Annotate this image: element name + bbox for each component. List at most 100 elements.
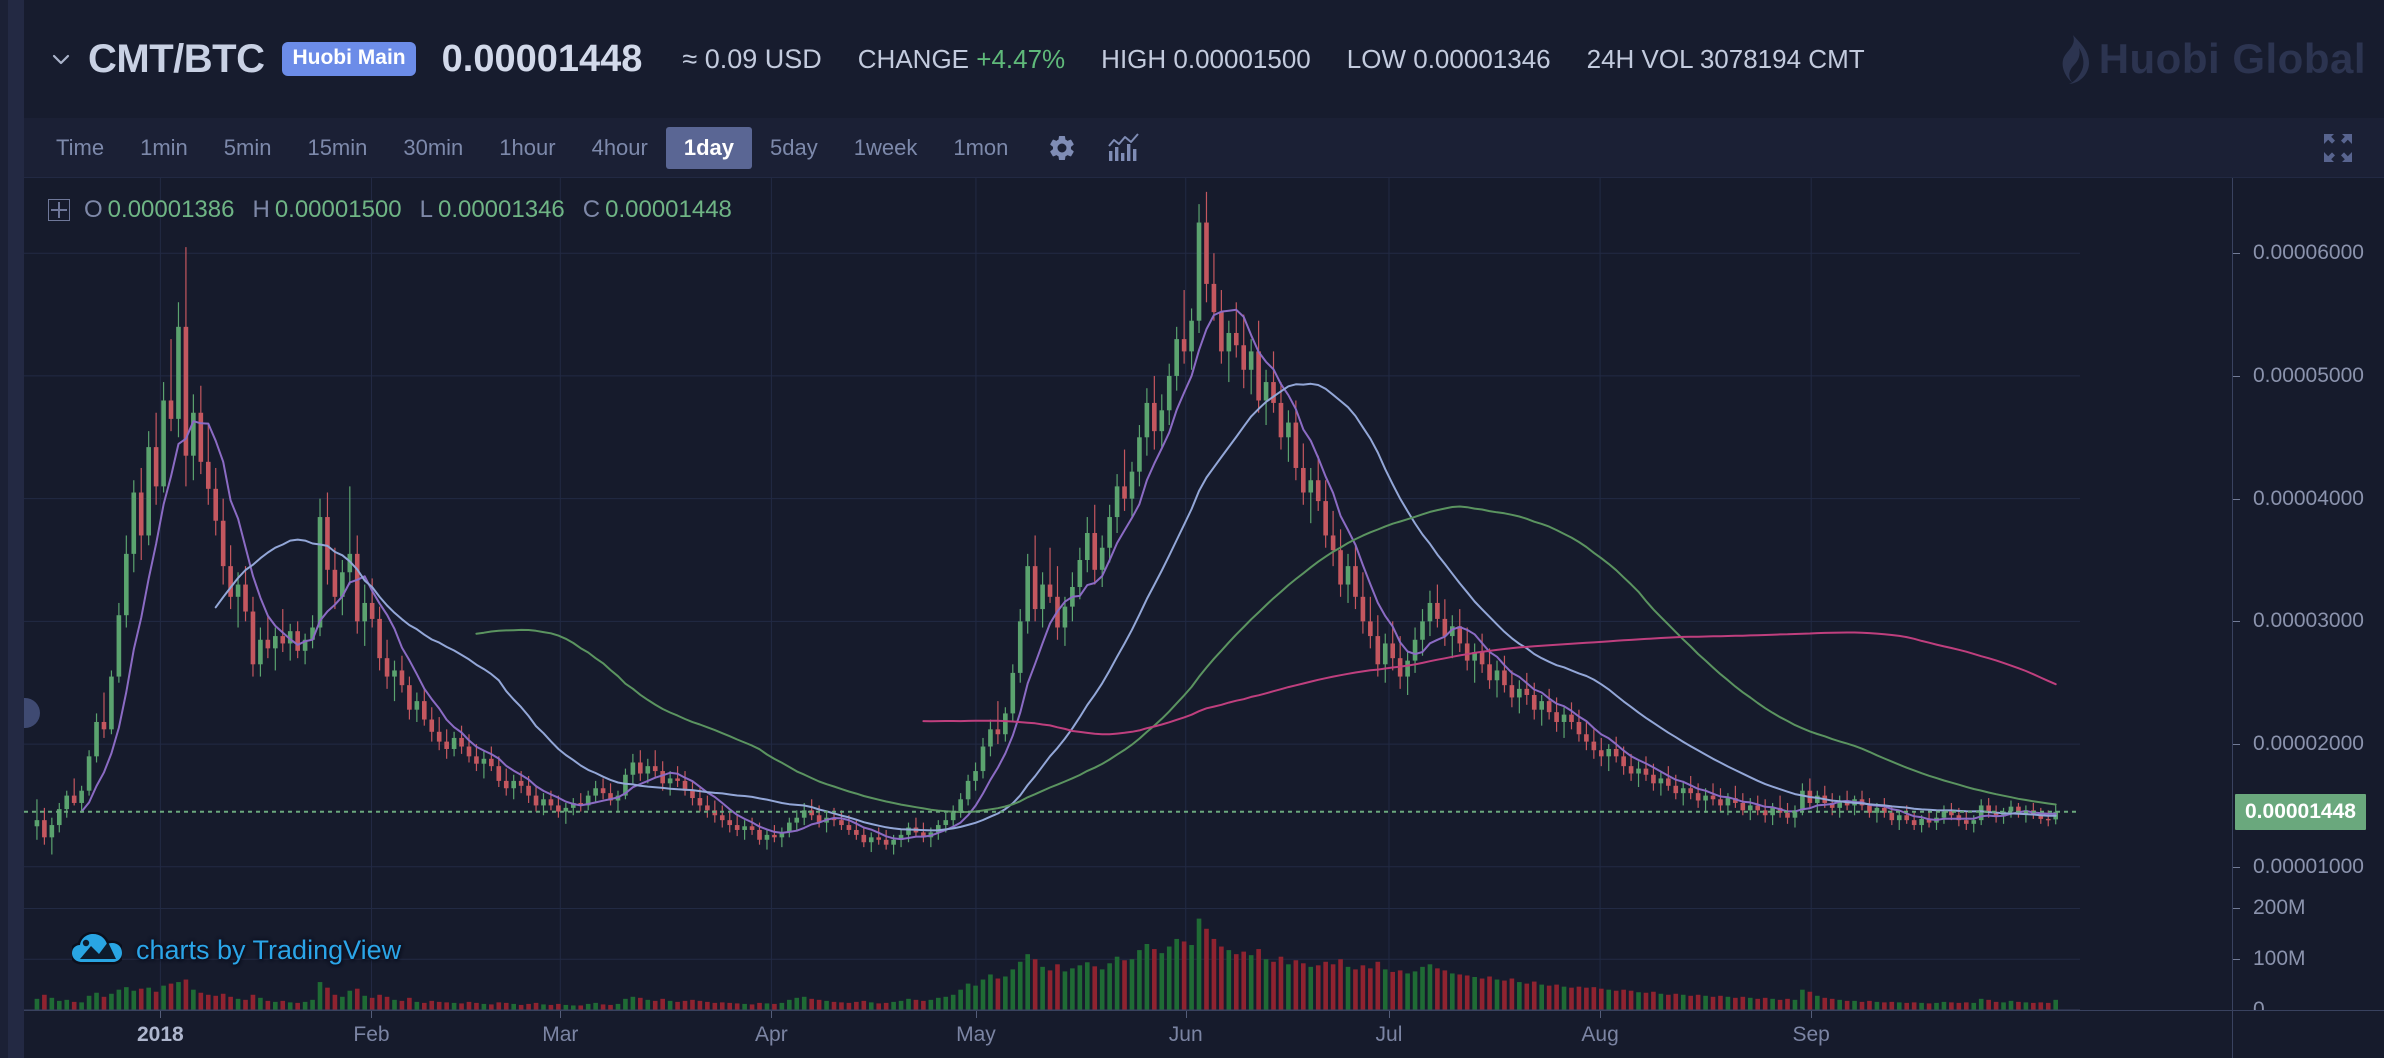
- legend-high: H 0.00001500: [252, 196, 401, 224]
- time-axis-label: Mar: [542, 1023, 579, 1046]
- time-axis-label: Jul: [1375, 1023, 1403, 1046]
- price-axis-label: 0.00005000: [2253, 363, 2364, 387]
- left-rail: [0, 0, 24, 1058]
- timeframe-1day[interactable]: 1day: [665, 126, 753, 169]
- ma-line-0: [80, 308, 2057, 841]
- time-axis-tick: [1388, 1011, 1390, 1018]
- price-axis-label: 0.00003000: [2253, 609, 2364, 633]
- time-axis-label: Sep: [1792, 1023, 1830, 1046]
- legend-close-key: C: [582, 196, 601, 223]
- stat-low: LOW 0.00001346: [1347, 44, 1551, 75]
- legend-high-key: H: [252, 196, 270, 223]
- price-axis-label: 0.00001000: [2253, 854, 2364, 878]
- time-axis-tick: [371, 1011, 373, 1018]
- time-axis-label: Jun: [1168, 1023, 1203, 1046]
- volume-axis-tick: [2233, 908, 2240, 910]
- candlesticks: [34, 191, 2059, 855]
- price-axis-label: 0.00002000: [2253, 732, 2364, 756]
- market-header: CMT/BTC Huobi Main 0.00001448 ≈ 0.09 USD…: [24, 0, 2384, 118]
- timeframe-4hour[interactable]: 4hour: [591, 134, 648, 160]
- legend-low-key: L: [419, 196, 433, 223]
- time-axis-tick: [560, 1011, 562, 1018]
- axis-corner: [2232, 1010, 2384, 1058]
- plot-svg: [24, 178, 2080, 1011]
- timeframe-5day[interactable]: 5day: [770, 134, 818, 160]
- legend-high-value: 0.00001500: [274, 196, 402, 223]
- indicators-chart-icon[interactable]: [1098, 126, 1150, 170]
- stat-high: HIGH 0.00001500: [1101, 44, 1311, 75]
- current-price-tag: 0.00001448: [2235, 793, 2366, 830]
- timeframe-1week[interactable]: 1week: [853, 134, 918, 160]
- time-axis-tick: [1811, 1011, 1813, 1018]
- legend-close-value: 0.00001448: [605, 196, 732, 223]
- huobi-global-watermark: Huobi Global: [2051, 33, 2366, 85]
- last-price: 0.00001448: [441, 37, 643, 80]
- price-axis-label: 0.00006000: [2253, 241, 2364, 265]
- chart-area[interactable]: O 0.00001386 H 0.00001500 L 0.00001346 C 0.0…: [24, 178, 2384, 1058]
- scroll-left-button[interactable]: [24, 698, 40, 728]
- price-axis-tick: [2233, 866, 2240, 868]
- usd-approx-value: ≈ 0.09 USD: [682, 43, 822, 74]
- ma-line-1: [214, 382, 2057, 832]
- tradingview-branding[interactable]: charts by TradingView: [72, 932, 401, 968]
- stat-volume: 24H VOL 3078194 CMT: [1587, 44, 1865, 75]
- tradingview-logo-icon: [72, 932, 122, 968]
- price-axis-tick: [2233, 498, 2240, 500]
- timeframe-1hour[interactable]: 1hour: [499, 134, 556, 160]
- ma-line-2: [475, 505, 2057, 813]
- timeframe-15min[interactable]: 15min: [307, 134, 368, 160]
- ohlc-legend: O 0.00001386 H 0.00001500 L 0.00001346 C 0.0…: [48, 196, 750, 224]
- legend-open-key: O: [84, 196, 103, 223]
- volume-axis-tick: [2233, 959, 2240, 961]
- timeframe-1min[interactable]: 1min: [140, 134, 188, 160]
- gear-icon[interactable]: [1036, 126, 1088, 170]
- stat-low-value: 0.00001346: [1413, 43, 1551, 74]
- time-axis-tick: [771, 1011, 773, 1018]
- timeframe-toolbar: Time 1min 5min 15min 30min 1hour 4hour 1…: [24, 118, 2384, 178]
- stat-change-value: +4.47%: [976, 43, 1066, 74]
- moving-average-lines: [80, 308, 2057, 841]
- fullscreen-expand-icon[interactable]: [2316, 126, 2360, 170]
- time-axis-tick: [1600, 1011, 1602, 1018]
- huobi-flame-icon: [2051, 33, 2091, 85]
- volume-axis-label: 100M: [2253, 947, 2306, 971]
- price-axis-tick: [2233, 621, 2240, 623]
- huobi-global-text: Huobi Global: [2098, 35, 2366, 82]
- time-axis-label: Apr: [755, 1023, 788, 1046]
- left-rail-inner: [0, 0, 8, 1058]
- legend-close: C 0.00001448: [583, 196, 732, 224]
- market-badge[interactable]: Huobi Main: [282, 42, 416, 76]
- timeframe-time[interactable]: Time: [56, 134, 105, 160]
- price-axis[interactable]: 0.00006000 0.00005000 0.00004000 0.00003000…: [2232, 178, 2384, 1058]
- volume-axis-label: 0: [2253, 998, 2265, 1022]
- time-axis-tick: [160, 1011, 162, 1018]
- price-and-volume-plot[interactable]: [24, 178, 2232, 1058]
- stat-change: CHANGE +4.47%: [858, 44, 1065, 75]
- grid-lines: [24, 178, 2080, 1011]
- timeframe-1mon[interactable]: 1mon: [953, 134, 1009, 160]
- tradingview-text: charts by TradingView: [136, 934, 402, 965]
- stat-change-label: CHANGE: [857, 43, 970, 74]
- plus-box-icon[interactable]: [48, 199, 70, 221]
- legend-low: L 0.00001346: [420, 196, 565, 224]
- ma-line-3: [922, 631, 2057, 736]
- volume-axis-label: 200M: [2253, 896, 2306, 920]
- time-axis[interactable]: 2018 Feb Mar Apr May Jun Jul Aug Sep: [24, 1010, 2232, 1058]
- time-axis-label: Feb: [353, 1023, 390, 1046]
- legend-open-value: 0.00001386: [107, 196, 235, 223]
- price-axis-tick: [2233, 744, 2240, 746]
- timeframe-30min[interactable]: 30min: [403, 134, 464, 160]
- price-axis-tick: [2233, 253, 2240, 255]
- stat-low-label: LOW: [1346, 43, 1407, 74]
- time-axis-label: May: [956, 1023, 996, 1046]
- volume-bars: [34, 918, 2059, 1010]
- time-axis-tick: [975, 1011, 977, 1018]
- time-axis-label: 2018: [137, 1023, 184, 1046]
- pair-name[interactable]: CMT/BTC: [88, 36, 265, 81]
- legend-low-value: 0.00001346: [437, 196, 565, 223]
- price-axis-tick: [2233, 375, 2240, 377]
- chevron-down-icon[interactable]: [48, 46, 74, 72]
- time-axis-tick: [1185, 1011, 1187, 1018]
- timeframe-5min[interactable]: 5min: [223, 134, 272, 160]
